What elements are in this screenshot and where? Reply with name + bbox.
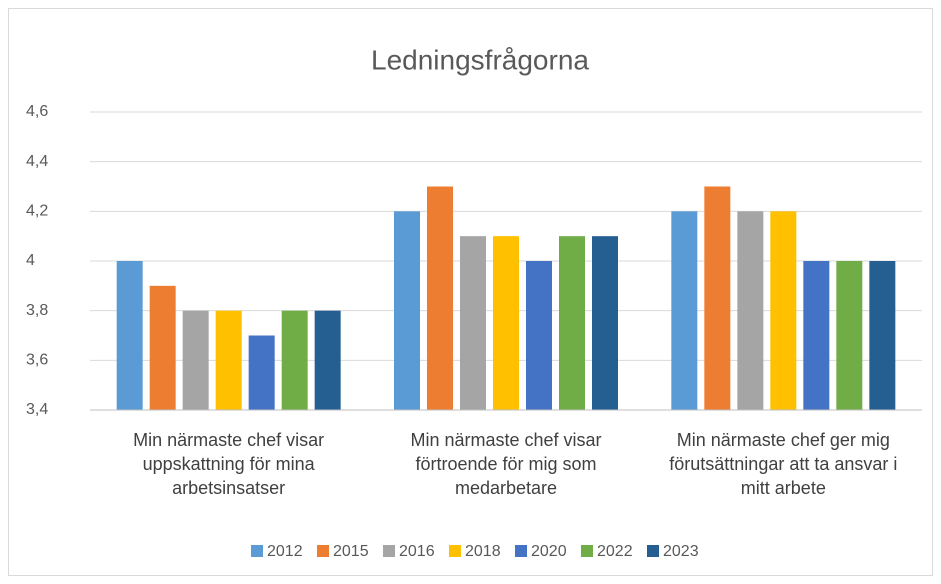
bar — [460, 236, 486, 410]
y-tick-label: 4,6 — [26, 103, 48, 120]
legend-swatch — [515, 545, 527, 557]
bar — [526, 261, 552, 410]
y-tick-label: 3,6 — [26, 352, 48, 369]
bar — [493, 236, 519, 410]
y-tick-label: 3,4 — [26, 401, 48, 418]
bar — [704, 186, 731, 410]
bar — [149, 285, 176, 410]
legend-swatch — [647, 545, 659, 557]
bar — [559, 236, 585, 410]
bar — [314, 310, 341, 410]
bar — [770, 211, 797, 410]
y-tick-label: 3,8 — [26, 302, 48, 319]
bar — [803, 261, 830, 410]
legend-label: 2023 — [663, 543, 699, 560]
bar — [592, 236, 618, 410]
bar — [737, 211, 764, 410]
legend-label: 2012 — [267, 543, 303, 560]
legend-label: 2020 — [531, 543, 567, 560]
x-tick-label: Min närmaste chef visar förtroende för m… — [410, 430, 602, 498]
bar — [869, 261, 896, 410]
x-tick-label: Min närmaste chef ger mig förutsättninga… — [669, 430, 898, 498]
legend-label: 2022 — [597, 543, 633, 560]
bar — [394, 211, 420, 410]
y-tick-label: 4,4 — [26, 153, 48, 170]
y-tick-label: 4,2 — [26, 203, 48, 220]
legend-swatch — [581, 545, 593, 557]
legend-label: 2015 — [333, 543, 369, 560]
bar — [116, 261, 143, 410]
chart-title: Ledningsfrågorna — [371, 44, 589, 75]
bar — [182, 310, 209, 410]
legend-label: 2018 — [465, 543, 501, 560]
bar — [281, 310, 308, 410]
legend-swatch — [251, 545, 263, 557]
legend-swatch — [449, 545, 461, 557]
y-tick-label: 4 — [26, 252, 35, 269]
legend-swatch — [383, 545, 395, 557]
legend-swatch — [317, 545, 329, 557]
bar — [671, 211, 698, 410]
bar — [248, 335, 275, 410]
bar — [427, 186, 453, 410]
bar — [836, 261, 863, 410]
x-tick-label: Min närmaste chef visar uppskattning för… — [133, 430, 325, 498]
legend-label: 2016 — [399, 543, 435, 560]
bar — [215, 310, 242, 410]
